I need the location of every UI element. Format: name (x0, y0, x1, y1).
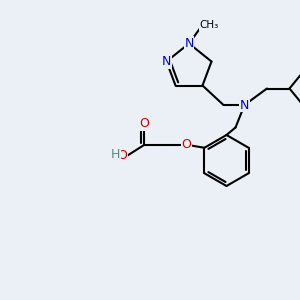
Text: CH₃: CH₃ (200, 20, 219, 31)
Text: N: N (240, 98, 249, 112)
Text: O: O (140, 117, 149, 130)
Text: N: N (162, 55, 171, 68)
Text: O: O (117, 149, 127, 162)
Text: H: H (111, 148, 120, 161)
Text: O: O (182, 138, 191, 151)
Text: N: N (184, 37, 194, 50)
